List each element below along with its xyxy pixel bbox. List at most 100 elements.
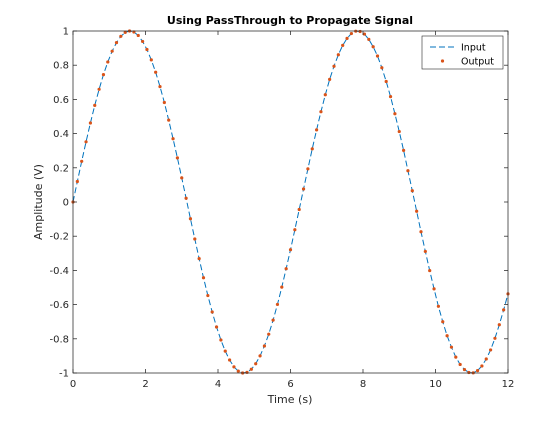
data-point-output	[349, 31, 353, 36]
legend-label-input: Input	[461, 43, 486, 54]
data-point-output	[484, 357, 488, 361]
data-point-output	[415, 209, 419, 213]
data-point-output	[280, 285, 284, 289]
data-point-output	[441, 320, 445, 324]
legend: Input Output	[421, 35, 504, 70]
data-point-output	[123, 30, 127, 34]
data-point-output	[436, 304, 440, 308]
y-tick-label: 0.2	[53, 163, 69, 174]
data-point-output	[193, 237, 197, 241]
data-point-output	[462, 367, 467, 372]
data-point-output	[393, 112, 397, 116]
y-tick-label: 0.4	[53, 129, 69, 140]
data-point-output	[180, 176, 184, 180]
data-point-output	[345, 36, 349, 40]
data-point-output	[358, 29, 362, 34]
y-tick-labels: -1 -0.8 -0.6 -0.4 -0.2 0 0.2 0.4 0.6 0.8 1	[49, 27, 69, 380]
data-point-output	[445, 334, 449, 338]
data-point-output	[380, 66, 384, 70]
y-tick-label: -0.4	[49, 266, 69, 277]
data-point-output	[284, 267, 288, 271]
chart-title: Using PassThrough to Propagate Signal	[167, 14, 413, 27]
data-point-output	[75, 179, 79, 184]
data-point-output	[262, 344, 266, 348]
data-point-output	[206, 293, 210, 298]
data-point-output	[141, 39, 145, 44]
data-point-output	[136, 33, 140, 38]
data-point-output	[371, 45, 375, 49]
data-point-output	[158, 84, 162, 89]
data-point-output	[375, 54, 380, 58]
data-point-output	[497, 323, 501, 327]
y-tick-label: 1	[63, 27, 69, 38]
data-point-output	[154, 70, 158, 74]
data-point-output	[162, 100, 166, 105]
data-point-output	[502, 308, 506, 312]
data-point-output	[493, 336, 497, 340]
y-tick-label: 0	[63, 198, 69, 209]
legend-box	[421, 35, 504, 70]
data-point-output	[201, 276, 206, 280]
data-point-output	[145, 47, 149, 52]
data-point-output	[214, 325, 219, 329]
data-point-output	[449, 345, 454, 349]
y-tick-label: 0.8	[53, 61, 69, 72]
data-point-output	[341, 43, 345, 47]
data-point-output	[406, 169, 410, 173]
data-point-output	[454, 355, 458, 359]
data-point-output	[101, 73, 106, 77]
data-point-output	[188, 217, 193, 221]
y-axis-label: Amplitude (V)	[32, 164, 45, 240]
data-point-output	[106, 60, 110, 64]
data-point-output	[362, 32, 367, 36]
data-point-output	[88, 121, 92, 125]
data-point-output	[245, 370, 249, 374]
y-tick-label: -0.8	[49, 334, 69, 345]
data-point-output	[301, 187, 306, 191]
data-point-output	[328, 77, 332, 81]
data-point-output	[384, 79, 388, 84]
data-point-output	[458, 362, 462, 367]
data-point-output	[275, 302, 280, 307]
data-point-output	[167, 118, 171, 122]
data-point-output	[149, 58, 153, 62]
x-axis-label: Time (s)	[267, 393, 313, 406]
data-point-output	[428, 268, 432, 273]
data-point-output	[110, 49, 114, 53]
data-point-output	[171, 137, 175, 141]
x-tick-label: 10	[429, 379, 442, 390]
data-point-output	[258, 354, 262, 358]
data-point-output	[93, 103, 97, 107]
plot-area	[71, 29, 510, 375]
data-point-output	[402, 148, 406, 152]
y-tick-label: 0.6	[53, 95, 69, 106]
data-point-output	[119, 34, 123, 38]
data-point-output	[397, 129, 401, 134]
data-point-output	[271, 318, 275, 322]
data-point-output	[254, 362, 258, 366]
axes-frame	[72, 30, 509, 374]
data-point-output	[297, 207, 301, 212]
data-point-output	[84, 140, 88, 144]
y-tick-label: -0.6	[49, 300, 69, 311]
data-point-output	[336, 53, 340, 57]
y-tick-label: -0.2	[49, 232, 69, 243]
series-layer	[71, 29, 510, 375]
data-point-output	[423, 249, 427, 254]
data-point-output	[475, 369, 480, 373]
x-tick-label: 0	[70, 379, 76, 390]
legend-swatch-output	[440, 59, 445, 63]
data-point-output	[184, 196, 188, 200]
data-point-output	[97, 87, 101, 91]
data-point-output	[232, 365, 236, 369]
data-point-output	[293, 228, 297, 232]
data-point-output	[223, 349, 227, 353]
legend-label-output: Output	[461, 57, 494, 68]
data-point-output	[228, 358, 232, 362]
y-tick-label: -1	[59, 369, 69, 380]
series-markers-output	[71, 29, 510, 375]
data-point-output	[467, 370, 471, 375]
data-point-output	[210, 310, 214, 314]
data-point-output	[236, 369, 240, 373]
data-point-output	[310, 147, 314, 151]
